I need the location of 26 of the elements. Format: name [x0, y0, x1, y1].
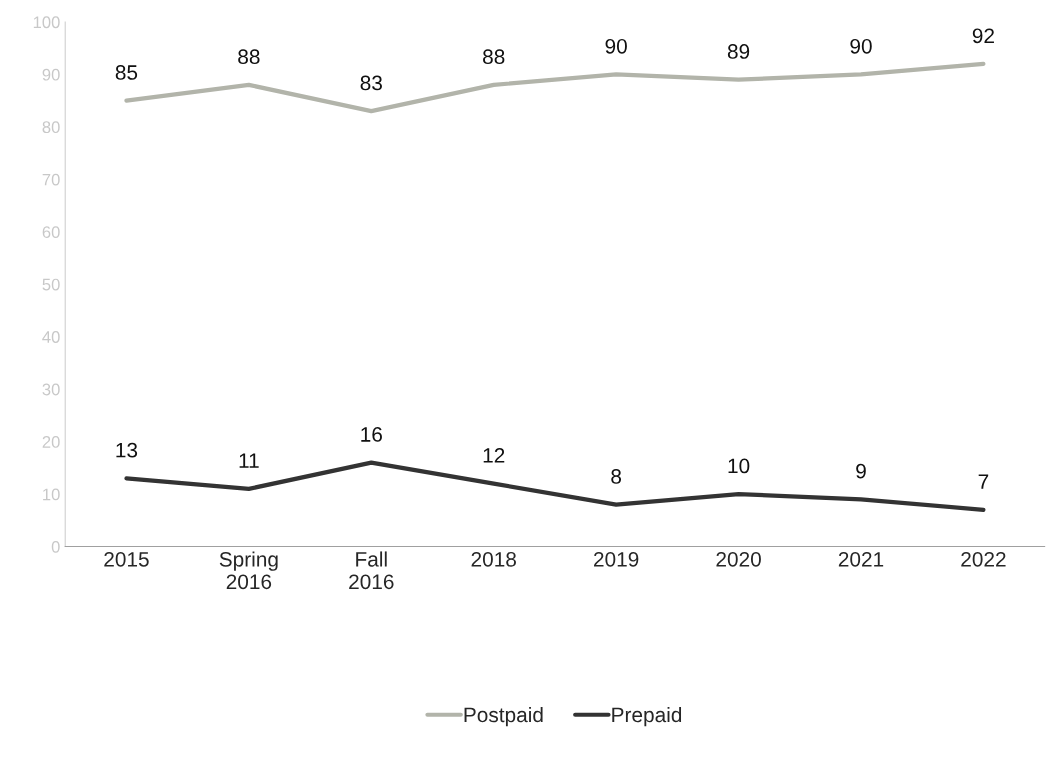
- legend-label: Prepaid: [612, 706, 682, 727]
- x-tick-label: 2015: [104, 551, 149, 567]
- data-label: 7: [978, 474, 989, 489]
- data-label: 11: [239, 453, 259, 468]
- data-label: 89: [727, 44, 750, 59]
- data-label: 85: [115, 65, 138, 80]
- data-label: 9: [856, 463, 866, 479]
- x-tick-label: 2019: [594, 551, 639, 567]
- data-label: 90: [605, 38, 627, 54]
- x-tick-label: 2022: [961, 551, 1006, 567]
- x-tick-label: 2021: [838, 551, 884, 567]
- data-label: 83: [360, 75, 382, 91]
- legend-label: Postpaid: [464, 706, 543, 727]
- data-label: 13: [116, 442, 138, 458]
- data-label: 10: [728, 458, 750, 474]
- data-label: 16: [361, 427, 382, 442]
- x-tick-label: 2018: [471, 551, 516, 567]
- x-tick-label: Fall 2016: [349, 551, 394, 590]
- x-tick-label: 2020: [716, 551, 761, 567]
- data-label: 8: [611, 469, 622, 484]
- data-label: 12: [483, 448, 505, 463]
- data-label: 90: [850, 38, 872, 54]
- data-label: 88: [483, 49, 505, 65]
- data-label: 92: [972, 28, 994, 44]
- x-tick-label: Spring 2016: [219, 551, 278, 590]
- data-label: 88: [238, 49, 260, 65]
